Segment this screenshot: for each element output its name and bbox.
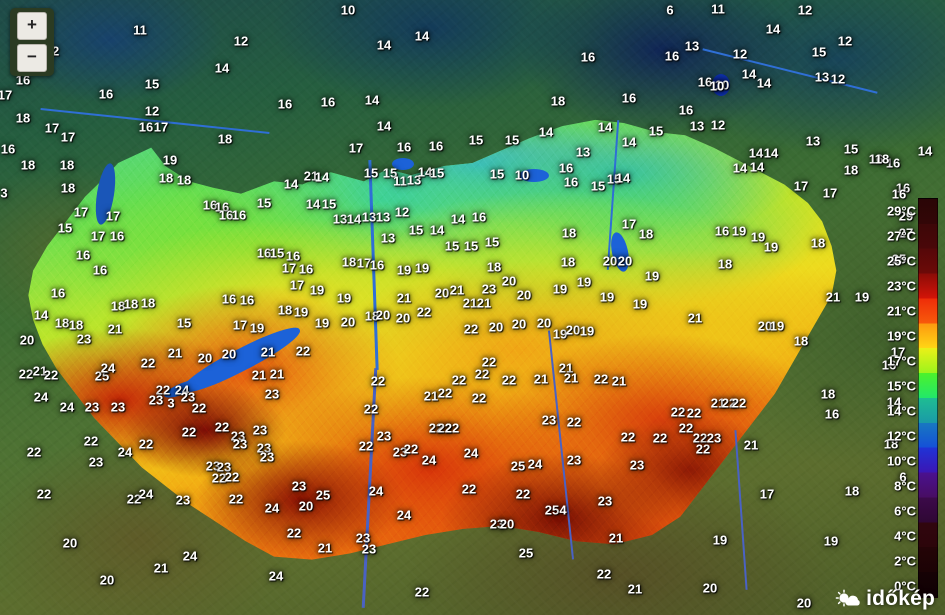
idokep-logo[interactable]: időkép <box>835 587 935 611</box>
legend-tick: 2°C <box>894 553 916 568</box>
legend-tick: 10°C <box>886 453 916 468</box>
legend-tick: 12°C <box>886 428 916 443</box>
legend-tick: 14°C <box>886 403 916 418</box>
legend-tick: 8°C <box>894 478 916 493</box>
logo-text: időkép <box>866 587 935 610</box>
legend-tick: 27°C <box>886 228 916 243</box>
legend-tick: 25°C <box>886 253 916 268</box>
legend-tick: 19°C <box>886 328 916 343</box>
legend-tick: 15°C <box>886 378 916 393</box>
zoom-control: + − <box>10 8 54 76</box>
legend-tick: 23°C <box>886 278 916 293</box>
legend-tick: 4°C <box>894 528 916 543</box>
zoom-out-button[interactable]: − <box>17 44 47 72</box>
lake-northeast <box>712 74 730 96</box>
legend-color-strip <box>918 198 938 598</box>
legend-tick: 6°C <box>894 503 916 518</box>
temperature-legend: 29°C 27°C 25°C 23°C 21°C 19°C 17°C 15°C 14°C 12°C… <box>860 198 938 598</box>
lake-north-2 <box>519 169 549 182</box>
zoom-in-button[interactable]: + <box>17 12 47 40</box>
legend-tick: 29°C <box>886 203 916 218</box>
legend-tick: 17°C <box>886 353 916 368</box>
lake-north-1 <box>392 158 414 170</box>
legend-tick: 0°C <box>894 578 916 593</box>
legend-tick: 21°C <box>886 303 916 318</box>
sun-cloud-icon <box>835 589 861 609</box>
